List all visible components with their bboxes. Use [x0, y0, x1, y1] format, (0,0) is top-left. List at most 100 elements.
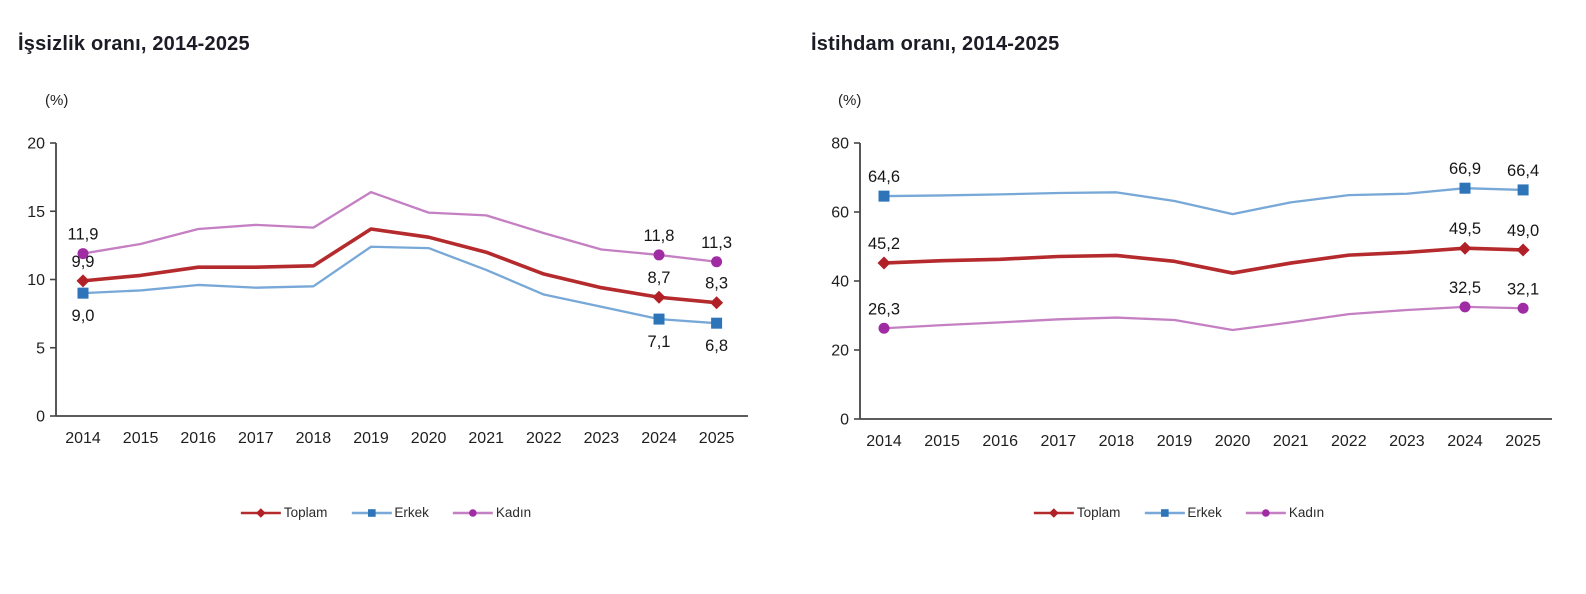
point-label: 11,9: [68, 226, 99, 244]
marker-toplam-2025: [710, 296, 724, 310]
marker-toplam-2014: [877, 256, 891, 270]
point-label: 66,4: [1507, 162, 1539, 180]
x-tick-label: 2021: [468, 430, 504, 447]
marker-toplam-2025: [1516, 243, 1530, 257]
legend-marker-erkek: [367, 508, 376, 517]
marker-erkek-2014: [878, 190, 890, 202]
unit-label: (%): [45, 92, 69, 109]
marker-toplam-2024: [1458, 241, 1472, 255]
marker-kadin-2024: [1459, 301, 1471, 313]
legend-label: Toplam: [283, 505, 328, 520]
y-tick-label: 15: [27, 204, 45, 221]
series-line-toplam: [81, 227, 719, 305]
legend-label: Kadın: [1288, 505, 1325, 520]
y-tick-label: 80: [831, 136, 849, 153]
point-label: 49,5: [1449, 220, 1481, 238]
employment-rate-chart: İstihdam oranı, 2014-2025 (%) 0 20 40 60 80 2…: [793, 0, 1586, 594]
x-tick-label: 2019: [353, 430, 389, 447]
series-line-erkek: [882, 187, 1525, 216]
legend: Toplam Erkek Kadın: [1032, 505, 1324, 520]
point-label: 8,3: [705, 275, 728, 293]
y-tick-label: 10: [27, 272, 45, 289]
point-label: 32,1: [1507, 280, 1539, 298]
x-tick-label: 2018: [296, 430, 332, 447]
marker-kadin-2025: [711, 256, 723, 268]
series-line-toplam: [882, 246, 1525, 275]
point-label: 49,0: [1507, 222, 1539, 240]
axes: 0 5 10 15 20 2014 2015 2016 2017 2018 2019 2020 2021…: [27, 136, 748, 447]
legend-marker-toplam: [1049, 507, 1059, 518]
x-tick-label: 2015: [123, 430, 159, 447]
y-tick-label: 5: [36, 340, 45, 357]
legend-label: Erkek: [394, 505, 429, 520]
series-toplam: 45,2 49,5 49,0: [868, 220, 1539, 275]
x-tick-label: 2025: [699, 430, 735, 447]
x-tick-label: 2017: [238, 430, 274, 447]
x-tick-label: 2025: [1505, 433, 1541, 450]
y-tick-label: 60: [831, 205, 849, 222]
y-tick-label: 0: [840, 412, 849, 429]
x-tick-label: 2021: [1273, 433, 1309, 450]
x-tick-label: 2018: [1099, 433, 1135, 450]
point-label: 66,9: [1449, 160, 1481, 178]
y-tick-label: 40: [831, 274, 849, 291]
series-line-kadin: [882, 305, 1525, 332]
legend-item-erkek: Erkek: [1142, 505, 1222, 520]
legend-item-toplam: Toplam: [1032, 505, 1121, 520]
y-tick-label: 0: [36, 409, 45, 426]
series-erkek: 64,6 66,9 66,4: [868, 160, 1539, 216]
x-tick-label: 2020: [1215, 433, 1251, 450]
series-erkek: 9,0 7,1 6,8: [72, 245, 728, 355]
series-line-kadin: [81, 190, 718, 263]
marker-toplam-2024: [652, 290, 666, 304]
x-tick-label: 2022: [526, 430, 562, 447]
legend-line-sample: [240, 507, 281, 518]
point-label: 11,3: [701, 234, 732, 252]
series-kadin: 11,9 11,8 11,3: [68, 190, 732, 268]
x-tick-label: 2023: [584, 430, 620, 447]
x-tick-label: 2014: [866, 433, 902, 450]
legend-line-sample: [1245, 508, 1286, 517]
point-label: 26,3: [868, 300, 900, 318]
marker-kadin-2024: [653, 249, 665, 261]
legend-marker-toplam: [256, 507, 266, 518]
legend-item-kadin: Kadın: [451, 505, 531, 520]
chart-title: İşsizlik oranı, 2014-2025: [18, 33, 250, 55]
marker-kadin-2025: [1517, 302, 1529, 314]
marker-erkek-2025: [1517, 184, 1529, 196]
x-tick-label: 2024: [1447, 433, 1483, 450]
point-label: 9,0: [72, 307, 95, 325]
marker-kadin-2014: [77, 248, 89, 260]
marker-erkek-2025: [711, 317, 723, 329]
legend-line-sample: [1033, 507, 1074, 518]
point-label: 11,8: [644, 227, 675, 245]
point-label: 64,6: [868, 168, 900, 186]
legend: Toplam Erkek Kadın: [239, 505, 531, 520]
legend-marker-erkek: [1160, 508, 1169, 517]
point-label: 9,9: [72, 253, 95, 271]
marker-erkek-2014: [77, 287, 89, 299]
x-tick-label: 2020: [411, 430, 447, 447]
legend-line-sample: [351, 508, 392, 517]
marker-erkek-2024: [653, 313, 665, 325]
point-label: 8,7: [648, 269, 671, 287]
legend-label: Toplam: [1076, 505, 1121, 520]
legend-label: Kadın: [495, 505, 532, 520]
y-tick-label: 20: [831, 343, 849, 360]
series-kadin: 26,3 32,5 32,1: [868, 279, 1539, 334]
chart-title: İstihdam oranı, 2014-2025: [811, 33, 1060, 55]
x-tick-label: 2014: [65, 430, 101, 447]
point-label: 45,2: [868, 235, 900, 253]
unemployment-line-plot: 0 5 10 15 20 2014 2015 2016 2017 2018 2019 2020 2021…: [27, 136, 748, 447]
legend-item-erkek: Erkek: [349, 505, 429, 520]
series-toplam: 9,9 8,7 8,3: [72, 227, 728, 310]
unemployment-rate-chart: İşsizlik oranı, 2014-2025 (%) 0 5 10 15 20 20…: [18, 33, 748, 520]
x-tick-label: 2016: [180, 430, 216, 447]
employment-line-plot: 0 20 40 60 80 2014 2015 2016 2017 2018 2019 2020 202…: [831, 136, 1552, 450]
x-tick-label: 2019: [1157, 433, 1193, 450]
unit-label: (%): [838, 92, 862, 109]
point-label: 32,5: [1449, 279, 1481, 297]
legend-line-sample: [1144, 508, 1185, 517]
point-label: 7,1: [648, 333, 671, 351]
